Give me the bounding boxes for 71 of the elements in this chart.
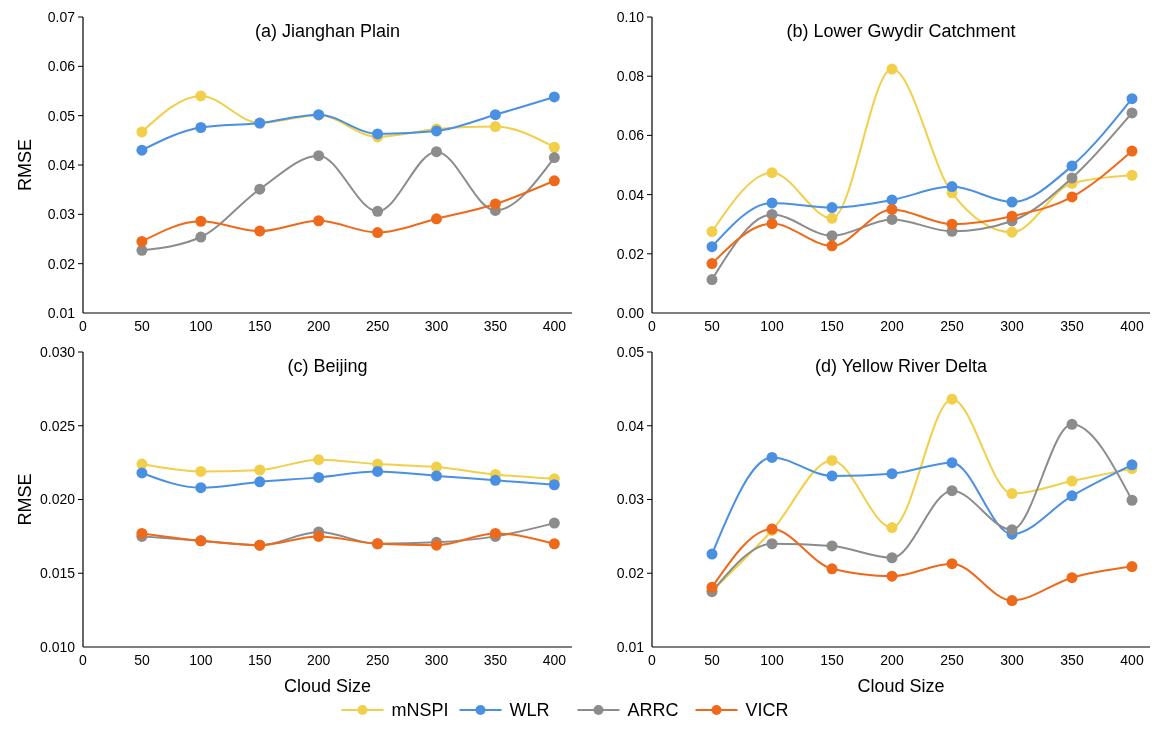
x-tick-label: 200: [880, 318, 904, 334]
x-tick-label: 0: [79, 652, 88, 668]
y-tick-label: 0.05: [47, 107, 76, 124]
x-tick-label: 0: [648, 318, 657, 334]
y-axis-title: RMSE: [15, 138, 35, 192]
x-tick-label: 350: [483, 318, 508, 334]
x-tick-label: 100: [760, 318, 784, 334]
x-tick-label: 350: [1060, 318, 1084, 334]
chart-title: (c) Beijing: [287, 356, 368, 376]
legend-label: VICR: [745, 700, 789, 721]
y-tick-label: 0.01: [47, 304, 76, 321]
x-tick-label: 250: [365, 318, 390, 334]
chart-title: (b) Lower Gwydir Catchment: [786, 21, 1016, 41]
y-axis-title: RMSE: [15, 473, 35, 526]
y-tick-label: 0.02: [616, 245, 645, 262]
x-tick-label: 300: [1000, 652, 1024, 668]
y-tick-label: 0.02: [47, 255, 76, 272]
y-tick-label: 0.01: [616, 638, 645, 655]
x-tick-label: 400: [1120, 652, 1144, 668]
legend-label: WLR: [509, 700, 550, 721]
y-tick-label: 0.03: [47, 206, 76, 223]
x-tick-label: 150: [248, 652, 272, 668]
y-tick-label: 0.04: [616, 186, 645, 203]
y-tick-label: 0.07: [47, 8, 76, 25]
x-tick-label: 0: [648, 652, 657, 668]
y-tick-label: 0.06: [616, 127, 645, 144]
x-tick-label: 300: [424, 318, 449, 334]
x-axis-title: Cloud Size: [857, 676, 945, 696]
y-tick-label: 0.10: [616, 8, 645, 25]
x-tick-label: 50: [134, 652, 150, 668]
x-tick-label: 100: [760, 652, 784, 668]
x-tick-label: 150: [248, 318, 272, 334]
x-tick-label: 250: [365, 652, 390, 668]
x-tick-label: 200: [306, 318, 331, 334]
legend-label: mNSPI: [391, 700, 449, 721]
x-tick-label: 200: [306, 652, 331, 668]
x-tick-label: 50: [704, 318, 720, 334]
y-tick-label: 0.08: [616, 68, 645, 85]
x-tick-label: 0: [79, 318, 88, 334]
y-tick-label: 0.04: [616, 417, 645, 434]
x-tick-label: 400: [1120, 318, 1144, 334]
x-tick-label: 150: [820, 652, 844, 668]
chart-title: (a) Jianghan Plain: [254, 21, 401, 41]
chart-title: (d) Yellow River Delta: [814, 356, 989, 376]
y-tick-label: 0.00: [616, 304, 645, 321]
x-tick-label: 50: [134, 318, 150, 334]
x-tick-label: 350: [1060, 652, 1084, 668]
x-tick-label: 400: [542, 318, 567, 334]
y-tick-label: 0.025: [39, 417, 76, 434]
legend-label: ARRC: [627, 700, 679, 721]
x-tick-label: 100: [189, 652, 213, 668]
x-tick-label: 400: [542, 652, 567, 668]
x-tick-label: 200: [880, 652, 904, 668]
y-tick-label: 0.02: [616, 565, 645, 582]
x-tick-label: 250: [940, 318, 964, 334]
y-tick-label: 0.030: [39, 343, 76, 360]
y-tick-label: 0.010: [39, 638, 76, 655]
y-tick-label: 0.03: [616, 491, 645, 508]
y-tick-label: 0.015: [39, 565, 76, 582]
x-tick-label: 100: [189, 318, 213, 334]
y-tick-label: 0.05: [616, 343, 645, 360]
y-tick-label: 0.06: [47, 58, 76, 75]
x-tick-label: 300: [424, 652, 449, 668]
y-tick-label: 0.020: [39, 491, 76, 508]
x-tick-label: 250: [940, 652, 964, 668]
x-tick-label: 150: [820, 318, 844, 334]
y-tick-label: 0.04: [47, 156, 76, 173]
x-axis-title: Cloud Size: [283, 676, 372, 696]
x-tick-label: 300: [1000, 318, 1024, 334]
x-tick-label: 350: [483, 652, 508, 668]
x-tick-label: 50: [704, 652, 720, 668]
